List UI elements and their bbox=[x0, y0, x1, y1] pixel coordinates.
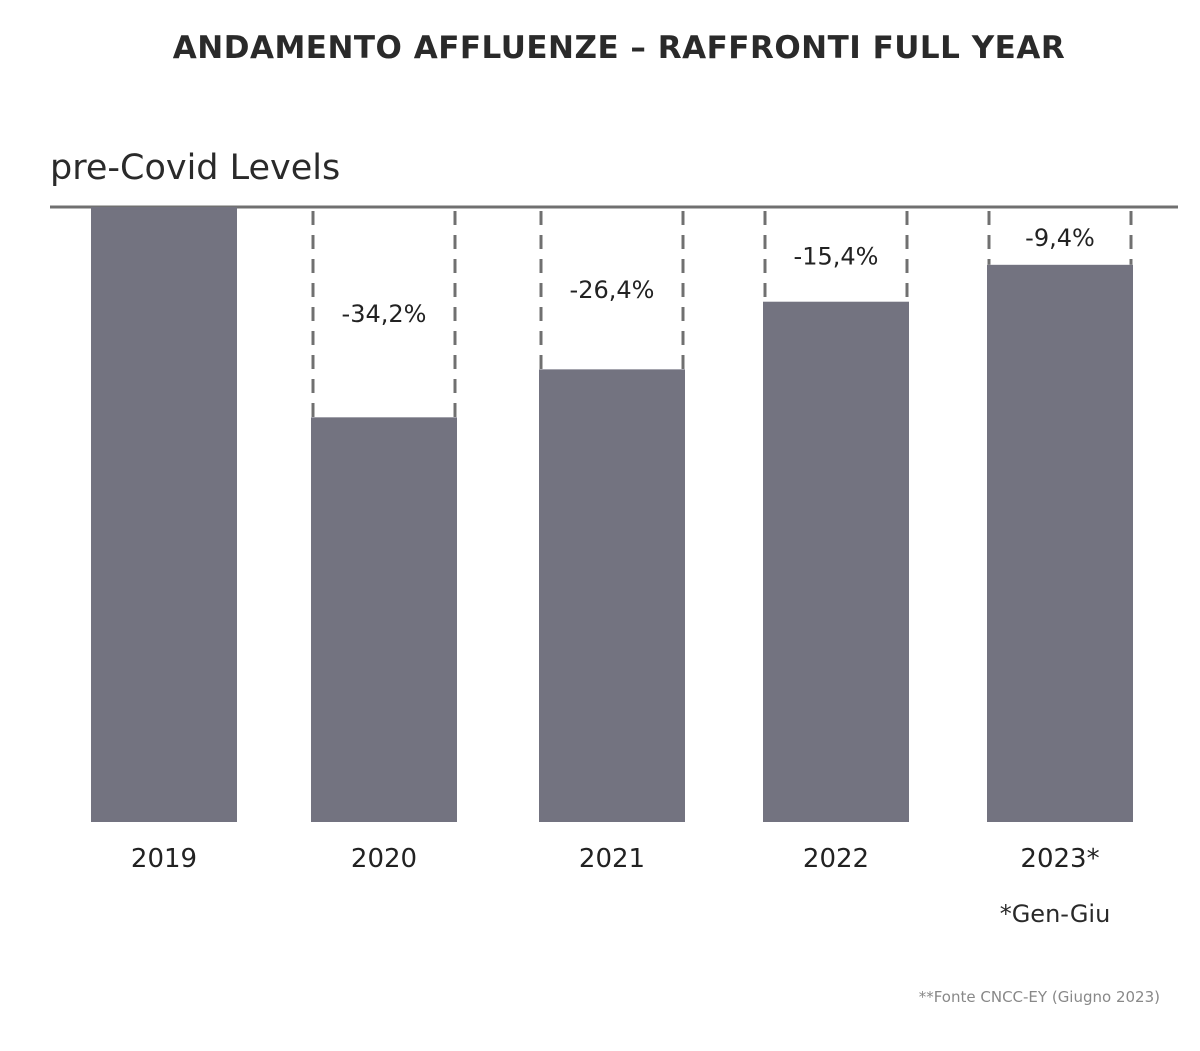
chart-title: ANDAMENTO AFFLUENZE – RAFFRONTI FULL YEA… bbox=[172, 30, 1066, 66]
x-tick-label: 2021 bbox=[579, 844, 645, 874]
data-label: -34,2% bbox=[342, 300, 427, 328]
bar-2019 bbox=[91, 207, 237, 822]
x-tick-label: 2022 bbox=[803, 844, 869, 874]
bar-2021 bbox=[539, 369, 685, 822]
bar-2023 bbox=[987, 264, 1133, 822]
data-label: -9,4% bbox=[1025, 224, 1095, 252]
data-label: -26,4% bbox=[570, 276, 655, 304]
data-label: -15,4% bbox=[794, 242, 879, 270]
x-tick-label: 2020 bbox=[351, 844, 417, 874]
reference-line-label: pre-Covid Levels bbox=[50, 148, 341, 188]
source-note: **Fonte CNCC-EY (Giugno 2023) bbox=[918, 988, 1160, 1006]
bars-group: 2019 -34,2% 2020 -26,4% 2021 -15,4% 2022 -9,4% 2… bbox=[91, 207, 1133, 874]
footnote: *Gen-Giu bbox=[999, 900, 1111, 928]
bar-2020 bbox=[311, 417, 457, 822]
bar-2022 bbox=[763, 301, 909, 823]
x-tick-label: 2023* bbox=[1020, 844, 1099, 874]
x-tick-label: 2019 bbox=[131, 844, 197, 874]
